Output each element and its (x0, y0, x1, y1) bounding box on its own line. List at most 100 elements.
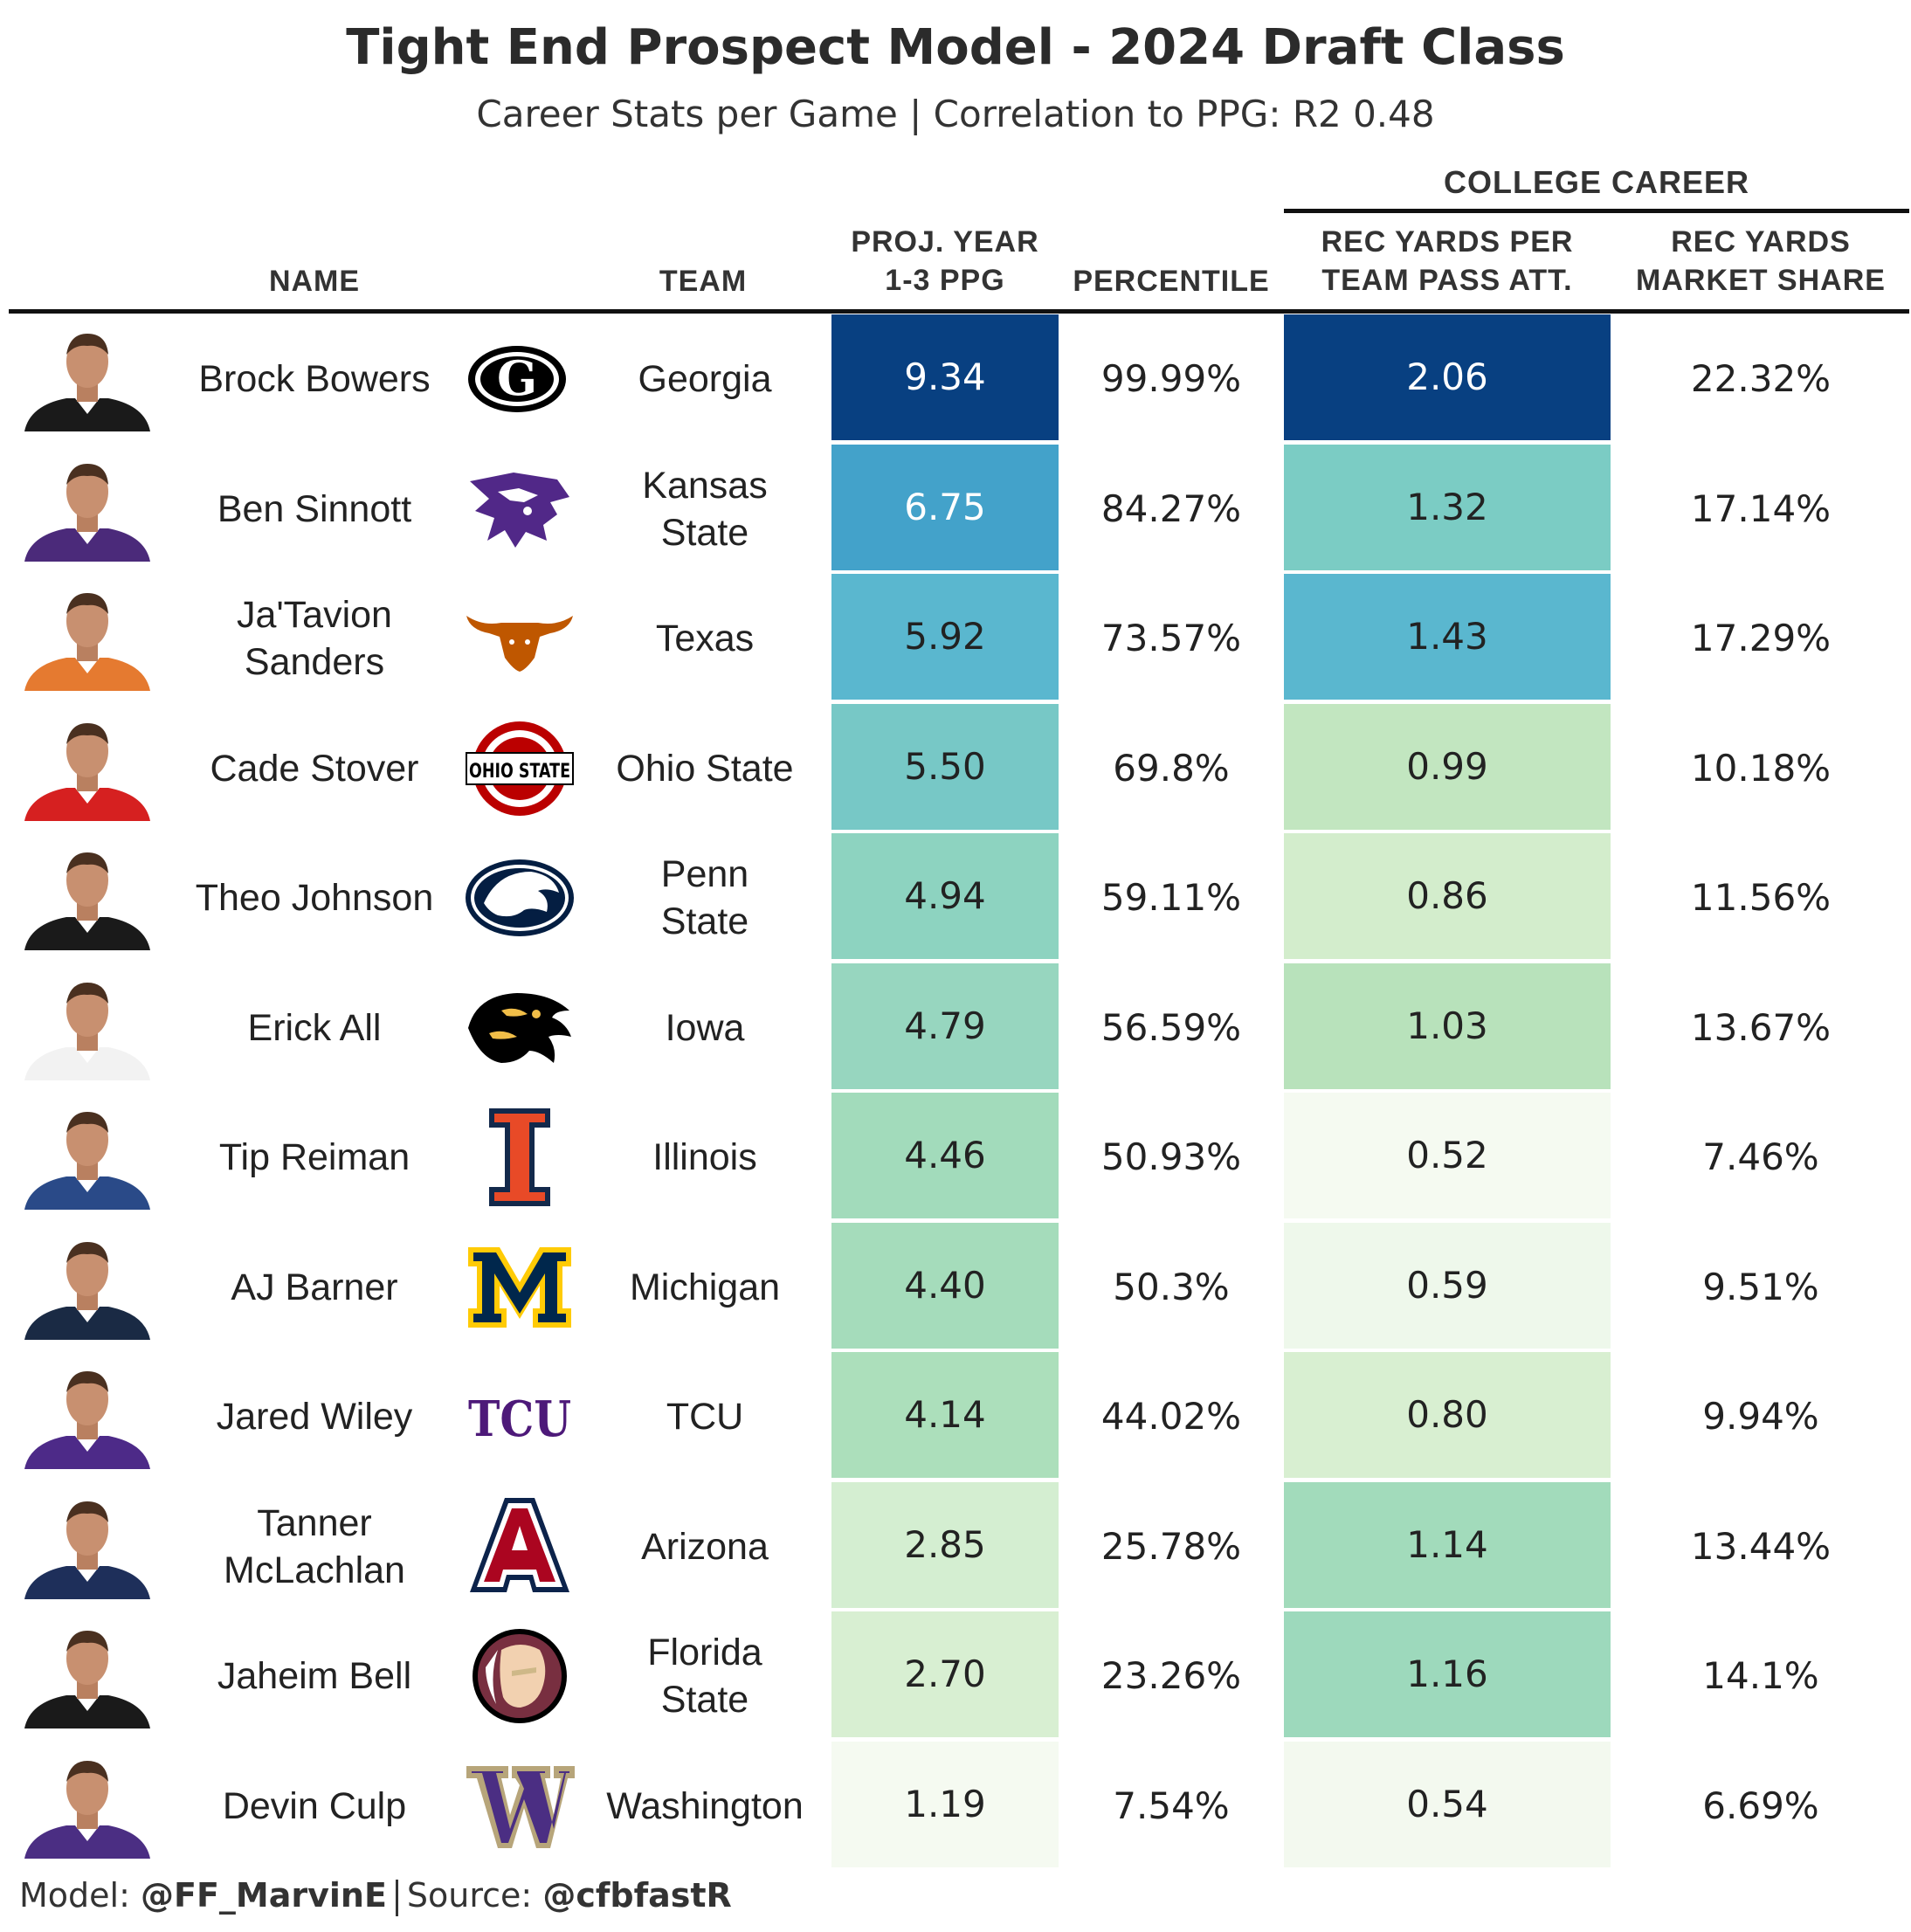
column-header-percentile-label: PERCENTILE (1073, 265, 1270, 298)
ppg-value: 6.75 (831, 445, 1059, 570)
team-name: Florida State (647, 1632, 762, 1721)
column-header-ppg-line1: PROJ. YEAR (851, 225, 1039, 259)
rec-yards-market-share-value: 14.1% (1702, 1654, 1819, 1697)
kstate-wildcat-logo-icon (463, 457, 576, 562)
rec-yards-per-pass-att-value: 0.86 (1284, 833, 1611, 959)
player-name: Devin Culp (222, 1785, 407, 1827)
rec-yards-per-pass-att-value: 0.99 (1284, 704, 1611, 830)
rec-yards-per-pass-att-value: 0.80 (1284, 1352, 1611, 1478)
player-headshot (21, 586, 154, 691)
percentile-value: 23.26% (1100, 1654, 1242, 1697)
team-name: Texas (655, 618, 755, 659)
chart-title: Tight End Prospect Model - 2024 Draft Cl… (346, 19, 1565, 76)
rec-yards-per-pass-att-value: 1.43 (1284, 574, 1611, 700)
team-name: Iowa (665, 1007, 745, 1049)
svg-text:OHIO STATE: OHIO STATE (469, 761, 570, 783)
footer: Model: @FF_MarvinE Source: @cfbfastR (19, 1876, 732, 1916)
chart-subtitle: Career Stats per Game | Correlation to P… (476, 93, 1435, 135)
percentile-value: 25.78% (1100, 1525, 1242, 1568)
header-rule (9, 309, 1909, 314)
player-headshot (21, 457, 154, 562)
team-name: Arizona (641, 1526, 769, 1568)
ppg-value: 9.34 (831, 314, 1059, 440)
team-name: Illinois (652, 1136, 757, 1178)
svg-text:G: G (497, 350, 537, 406)
percentile-value: 50.93% (1100, 1135, 1242, 1178)
column-header-share-line2: MARKET SHARE (1636, 264, 1886, 297)
rec-yards-per-pass-att-value: 0.54 (1284, 1742, 1611, 1867)
rec-yards-per-pass-att-value: 0.52 (1284, 1093, 1611, 1218)
percentile-value: 7.54% (1113, 1784, 1230, 1827)
column-header-ppg-line2: 1-3 PPG (885, 264, 1005, 297)
rec-yards-per-pass-att-value: 0.59 (1284, 1223, 1611, 1349)
ppg-value: 4.46 (831, 1093, 1059, 1218)
ppg-value: 4.94 (831, 833, 1059, 959)
rec-yards-market-share-value: 9.51% (1702, 1266, 1819, 1308)
team-name: Michigan (629, 1266, 781, 1308)
player-name: Jared Wiley (216, 1396, 413, 1438)
table-row: Erick All Iowa 4.79 56.59% 1.03 13.67% (0, 963, 1911, 1093)
footer-separator (395, 1879, 398, 1916)
footer-source-label: Source: (406, 1876, 543, 1915)
player-name: Theo Johnson (195, 877, 434, 919)
ppg-value: 4.14 (831, 1352, 1059, 1478)
percentile-value: 56.59% (1100, 1006, 1242, 1049)
ppg-value: 4.40 (831, 1223, 1059, 1349)
rec-yards-per-pass-att-value: 1.32 (1284, 445, 1611, 570)
table-row: Devin Culp Washington 1.19 7.54% 0.54 6.69% (0, 1742, 1911, 1871)
fsu-seminole-logo-icon (463, 1624, 576, 1728)
rec-yards-per-pass-att-value: 1.14 (1284, 1482, 1611, 1608)
rec-yards-market-share-value: 9.94% (1702, 1395, 1819, 1438)
table-row: Jaheim Bell Florida State 2.70 23.26% 1.16 14… (0, 1611, 1911, 1741)
column-header-recypa-line1: REC YARDS PER (1321, 225, 1574, 259)
table-row: Ja'Tavion Sanders Texas 5.92 73.57% 1.43 17.2… (0, 574, 1911, 703)
arizona-a-logo-icon (463, 1494, 576, 1599)
player-headshot (21, 1494, 154, 1599)
player-name: Erick All (247, 1007, 382, 1049)
column-header-name-label: NAME (268, 265, 361, 298)
ppg-value: 2.70 (831, 1611, 1059, 1737)
rec-yards-market-share-value: 6.69% (1702, 1784, 1819, 1827)
player-name: Jaheim Bell (217, 1655, 412, 1697)
player-headshot (21, 1624, 154, 1728)
column-header-recypa-line2: TEAM PASS ATT. (1321, 264, 1573, 297)
georgia-g-logo-icon: G (463, 327, 576, 431)
team-name: Washington (606, 1785, 804, 1827)
player-name: Ja'Tavion Sanders (237, 594, 392, 683)
rec-yards-market-share-value: 17.14% (1690, 487, 1832, 530)
player-headshot (21, 976, 154, 1080)
table-row: Brock Bowers G Georgia 9.34 99.99% 2.06 22.32% (0, 314, 1911, 444)
ppg-value: 2.85 (831, 1482, 1059, 1608)
rec-yards-per-pass-att-value: 1.16 (1284, 1611, 1611, 1737)
percentile-value: 59.11% (1100, 876, 1242, 919)
player-headshot (21, 1235, 154, 1340)
ppg-value: 4.79 (831, 963, 1059, 1089)
rec-yards-market-share-value: 7.46% (1702, 1135, 1819, 1178)
illinois-i-logo-icon (463, 1105, 576, 1210)
table-row: Tanner McLachlan Arizona 2.85 25.78% 1.14 13.… (0, 1482, 1911, 1611)
table-row: Jared Wiley TCU TCU 4.14 44.02% 0.80 9.94% (0, 1352, 1911, 1481)
washington-w-logo-icon (463, 1754, 576, 1859)
player-headshot (21, 845, 154, 950)
rec-yards-per-pass-att-value: 2.06 (1284, 314, 1611, 440)
percentile-value: 50.3% (1113, 1266, 1230, 1308)
percentile-value: 99.99% (1100, 357, 1242, 400)
player-name: Tanner McLachlan (224, 1502, 405, 1591)
column-header-team-label: TEAM (659, 265, 748, 298)
percentile-value: 73.57% (1100, 617, 1242, 659)
ppg-value: 1.19 (831, 1742, 1059, 1867)
column-header-recypa: REC YARDS PER TEAM PASS ATT. (1284, 222, 1611, 309)
table-row: Ben Sinnott Kansas State 6.75 84.27% 1.32 17.… (0, 445, 1911, 574)
table-row: Tip Reiman Illinois 4.46 50.93% 0.52 7.46% (0, 1093, 1911, 1222)
footer-model-handle: @FF_MarvinE (140, 1876, 387, 1915)
rec-yards-market-share-value: 22.32% (1690, 357, 1832, 400)
percentile-value: 84.27% (1100, 487, 1242, 530)
tcu-logo-icon: TCU (463, 1364, 576, 1469)
percentile-value: 44.02% (1100, 1395, 1242, 1438)
player-name: AJ Barner (231, 1266, 398, 1308)
texas-longhorn-logo-icon (463, 586, 576, 691)
column-header-percentile: PERCENTILE (1059, 222, 1284, 309)
ppg-value: 5.50 (831, 704, 1059, 830)
rec-yards-market-share-value: 10.18% (1690, 747, 1832, 790)
player-headshot (21, 716, 154, 821)
